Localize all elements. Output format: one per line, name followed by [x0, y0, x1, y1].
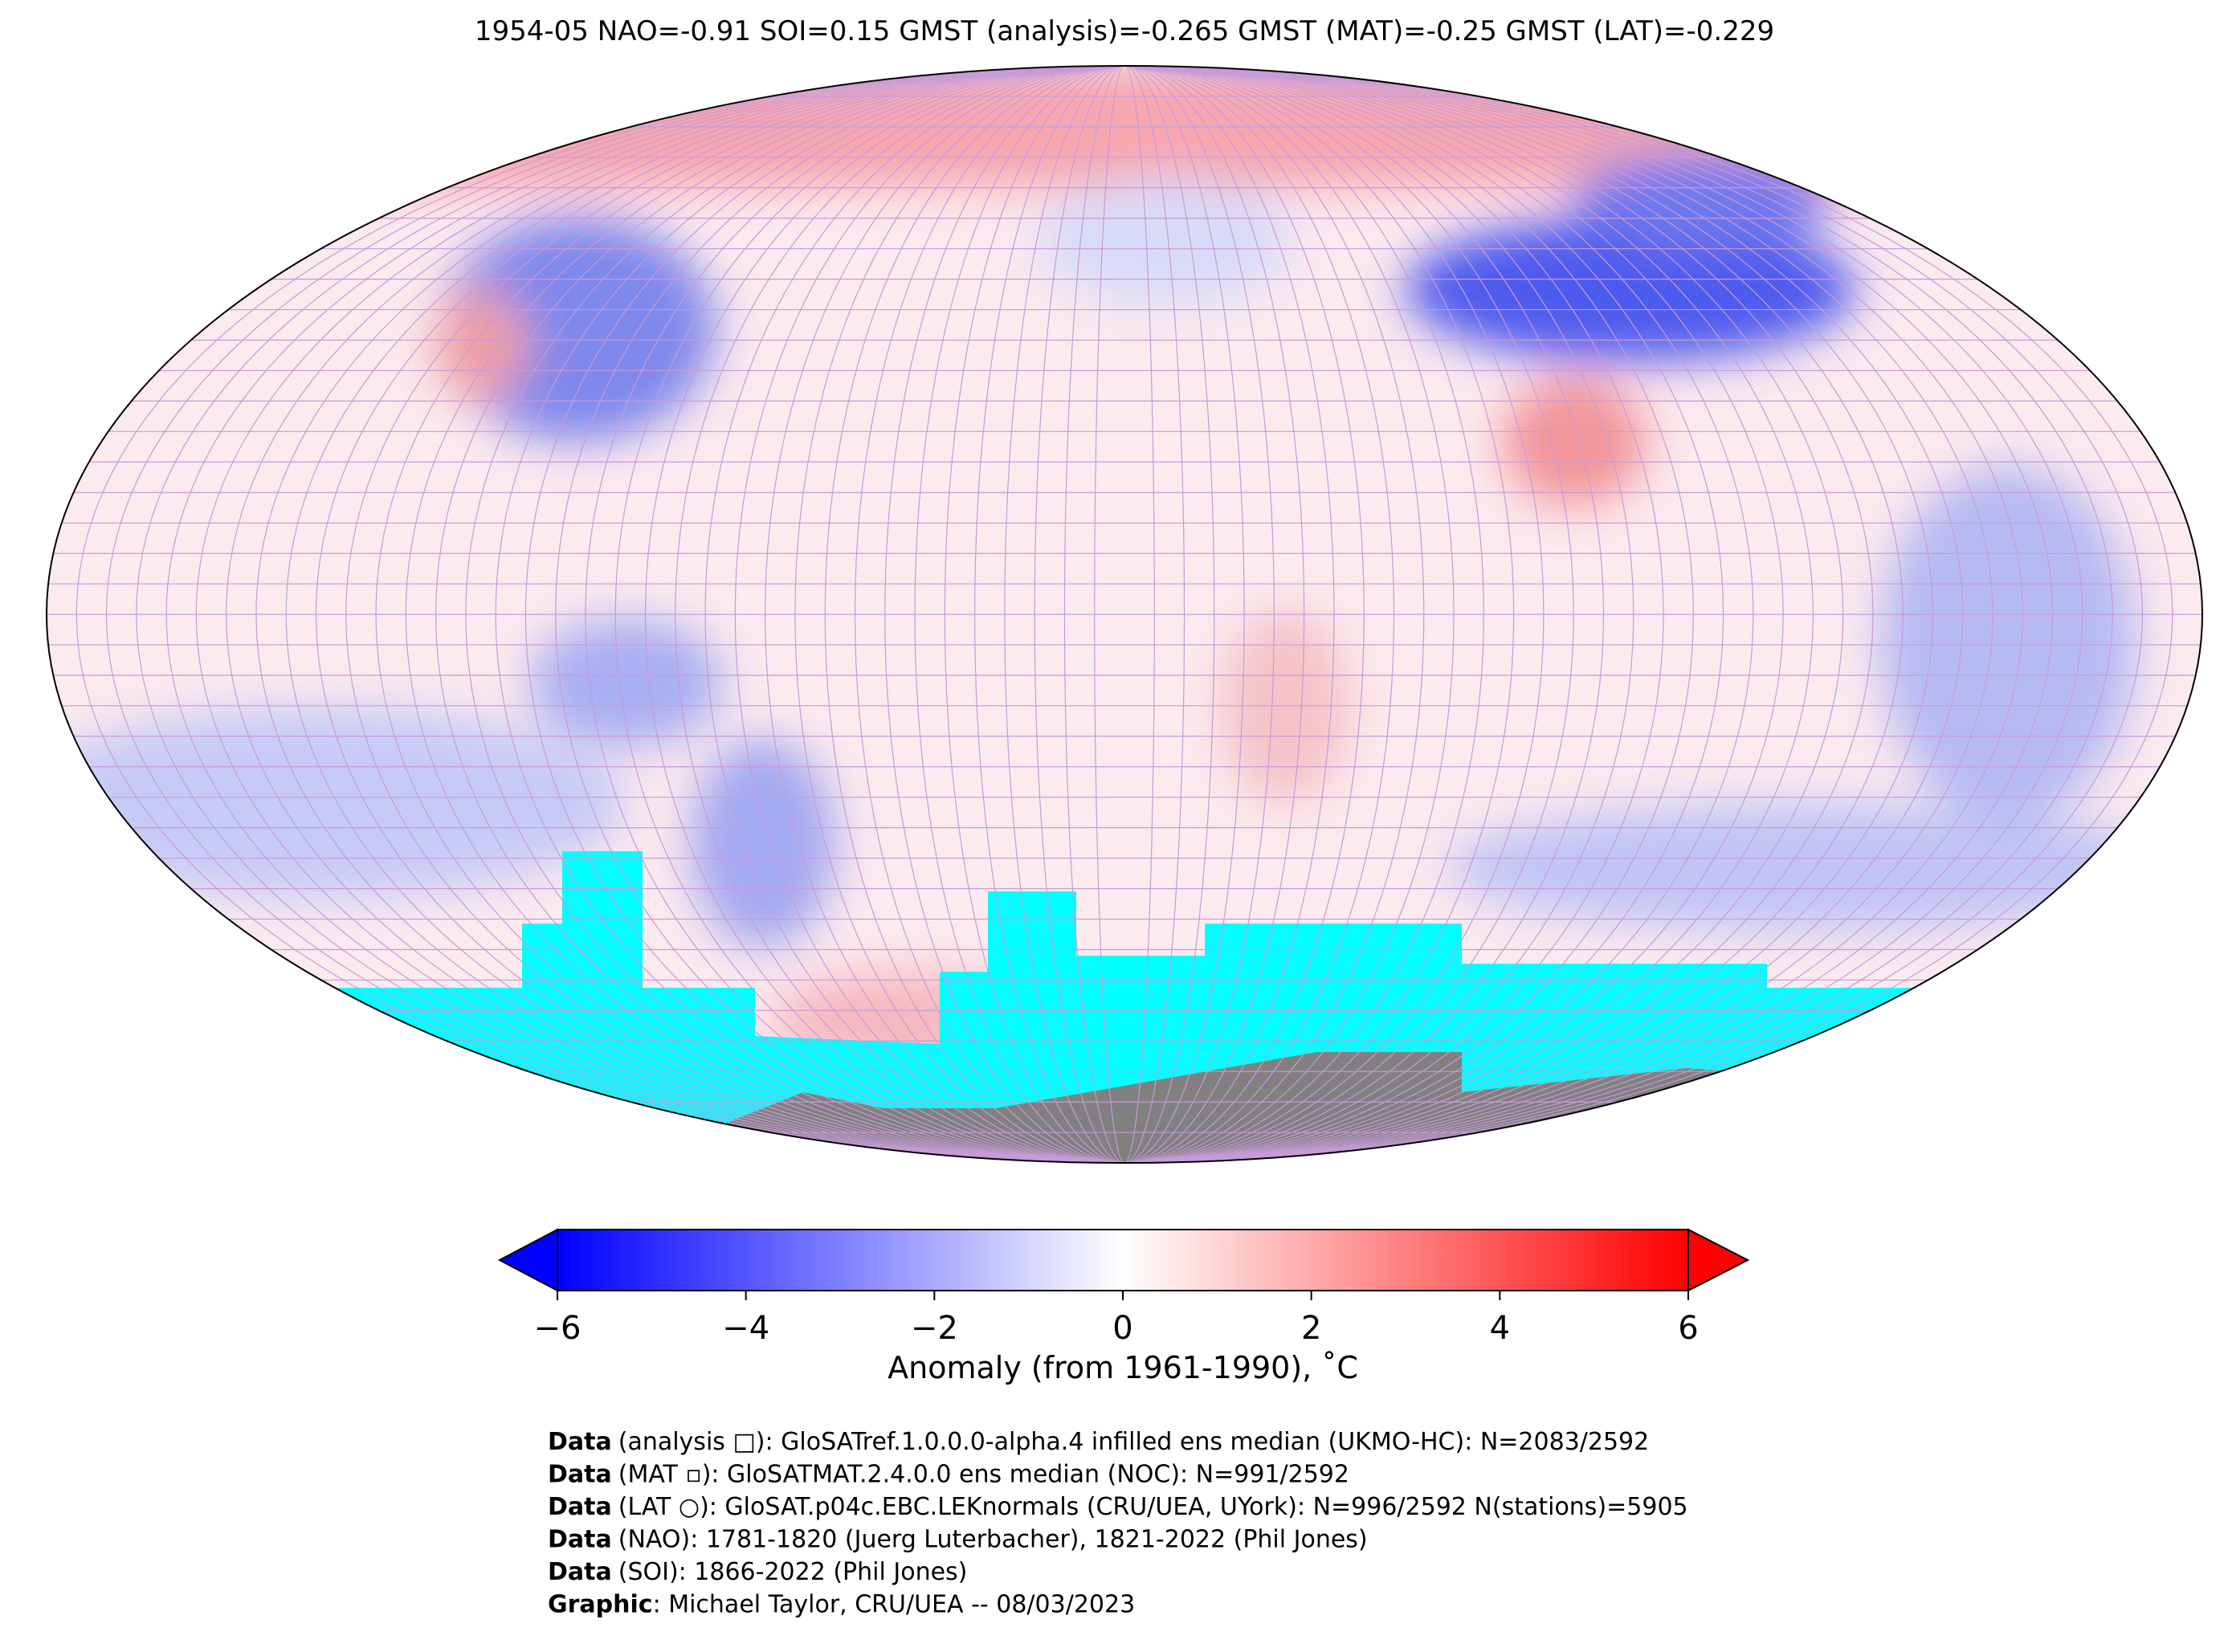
- credit-key: Data: [548, 1558, 612, 1586]
- meridian: [854, 66, 1395, 1163]
- credits: Data (analysis □): GloSATref.1.0.0.0-alph…: [548, 1428, 1688, 1619]
- credit-text: (NAO): 1781-1820 (Juerg Luterbacher), 18…: [618, 1526, 1368, 1554]
- colorbar-tick-label: 2: [1301, 1310, 1321, 1347]
- meridian: [405, 66, 1844, 1163]
- meridian: [974, 66, 1275, 1163]
- meridian: [585, 66, 1664, 1163]
- map: [47, 66, 2202, 1163]
- credit-key: Data: [548, 1461, 612, 1489]
- meridian: [944, 66, 1305, 1163]
- credit-line: Data (NAO): 1781-1820 (Juerg Luterbacher)…: [548, 1526, 1368, 1554]
- credit-line: Data (analysis □): GloSATref.1.0.0.0-alph…: [548, 1428, 1649, 1456]
- meridian: [704, 66, 1545, 1163]
- graticule: [47, 66, 2202, 1163]
- credit-text: : Michael Taylor, CRU/UEA -- 08/03/2023: [653, 1591, 1136, 1619]
- credit-text: (analysis □): GloSATref.1.0.0.0-alpha.4 …: [618, 1428, 1650, 1456]
- credit-key: Data: [548, 1493, 612, 1521]
- colorbar: −6 −4 −2 0 2 4 6: [497, 1228, 1750, 1347]
- meridian: [136, 66, 2113, 1163]
- colorbar-tick-label: −6: [534, 1310, 582, 1347]
- meridian: [734, 66, 1515, 1163]
- map-title: 1954-05 NAO=-0.91 SOI=0.15 GMST (analysi…: [475, 15, 1774, 47]
- meridian: [195, 66, 2054, 1163]
- colorbar-tick-label: −2: [911, 1310, 958, 1347]
- meridian: [794, 66, 1455, 1163]
- meridian: [435, 66, 1814, 1163]
- colorbar-extend-max: [1687, 1228, 1750, 1292]
- meridian: [226, 66, 2023, 1163]
- meridian: [465, 66, 1784, 1163]
- meridian: [495, 66, 1754, 1163]
- meridian: [914, 66, 1335, 1163]
- meridian: [315, 66, 1934, 1163]
- meridian: [555, 66, 1694, 1163]
- credit-line: Data (LAT ○): GloSAT.p04c.EBC.LEKnormals …: [548, 1493, 1688, 1521]
- meridian: [614, 66, 1634, 1163]
- meridian: [375, 66, 1874, 1163]
- credit-text: (SOI): 1866-2022 (Phil Jones): [618, 1558, 968, 1586]
- meridian: [105, 66, 2144, 1163]
- colorbar-tick-label: 4: [1490, 1310, 1510, 1347]
- credit-key: Data: [548, 1526, 612, 1554]
- credit-text: (LAT ○): GloSAT.p04c.EBC.LEKnormals (CRU…: [618, 1493, 1688, 1521]
- meridian: [345, 66, 1904, 1163]
- credit-line: Data (SOI): 1866-2022 (Phil Jones): [548, 1558, 967, 1586]
- meridian: [1034, 66, 1215, 1163]
- colorbar-ramp: [557, 1229, 1689, 1291]
- colorbar-tick-label: 6: [1678, 1310, 1698, 1347]
- meridian: [824, 66, 1425, 1163]
- credit-line: Data (MAT ▫): GloSATMAT.2.4.0.0 ens media…: [548, 1461, 1349, 1489]
- colorbar-tick-label: 0: [1112, 1310, 1132, 1347]
- meridian: [285, 66, 1964, 1163]
- meridian: [1094, 66, 1155, 1163]
- meridian: [1004, 66, 1245, 1163]
- meridian: [675, 66, 1574, 1163]
- colorbar-tick-label: −4: [722, 1310, 769, 1347]
- meridian: [1063, 66, 1185, 1163]
- meridian: [765, 66, 1484, 1163]
- meridian: [255, 66, 1993, 1163]
- meridian: [75, 66, 2173, 1163]
- meridian: [644, 66, 1605, 1163]
- colorbar-label: Anomaly (from 1961-1990), ˚C: [888, 1350, 1358, 1385]
- colorbar-extend-min: [497, 1228, 558, 1292]
- credit-key: Graphic: [548, 1591, 653, 1619]
- meridian: [165, 66, 2083, 1163]
- credit-line: Graphic: Michael Taylor, CRU/UEA -- 08/0…: [548, 1591, 1135, 1619]
- meridian: [524, 66, 1724, 1163]
- meridian: [884, 66, 1365, 1163]
- credit-key: Data: [548, 1428, 612, 1456]
- map-border: [46, 65, 2203, 1164]
- credit-text: (MAT ▫): GloSATMAT.2.4.0.0 ens median (N…: [618, 1461, 1349, 1489]
